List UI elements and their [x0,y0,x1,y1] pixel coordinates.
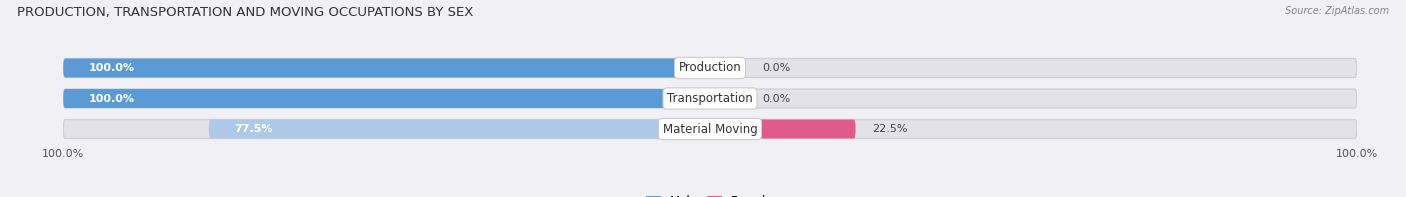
Text: 0.0%: 0.0% [762,63,790,73]
FancyBboxPatch shape [63,89,1357,108]
Text: PRODUCTION, TRANSPORTATION AND MOVING OCCUPATIONS BY SEX: PRODUCTION, TRANSPORTATION AND MOVING OC… [17,6,474,19]
Legend: Male, Female: Male, Female [647,195,773,197]
Text: 0.0%: 0.0% [762,94,790,103]
Text: Material Moving: Material Moving [662,123,758,136]
FancyBboxPatch shape [63,59,710,77]
Text: Production: Production [679,61,741,74]
FancyBboxPatch shape [63,59,1357,77]
FancyBboxPatch shape [208,120,710,138]
FancyBboxPatch shape [710,89,745,108]
Text: 77.5%: 77.5% [235,124,273,134]
Text: 100.0%: 100.0% [89,94,135,103]
FancyBboxPatch shape [710,120,855,138]
FancyBboxPatch shape [63,89,710,108]
FancyBboxPatch shape [710,59,745,77]
Text: Source: ZipAtlas.com: Source: ZipAtlas.com [1285,6,1389,16]
FancyBboxPatch shape [63,120,1357,138]
Text: 22.5%: 22.5% [872,124,907,134]
Text: 100.0%: 100.0% [89,63,135,73]
Text: Transportation: Transportation [668,92,752,105]
